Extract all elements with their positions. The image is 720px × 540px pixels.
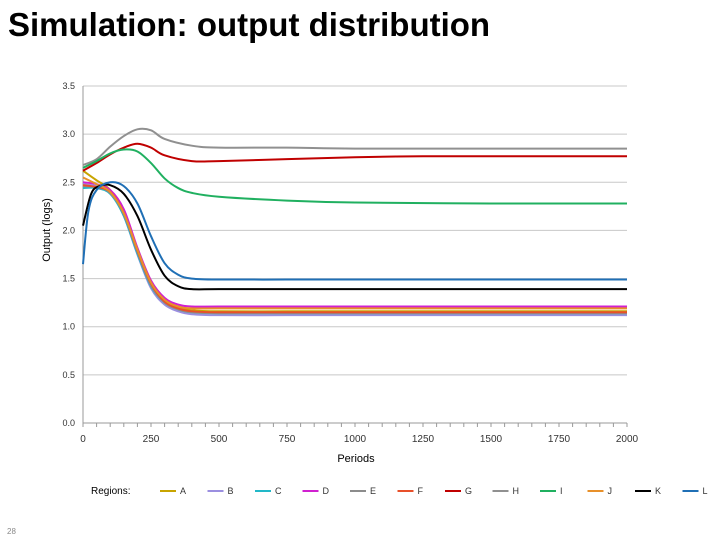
legend-label-b: B (228, 486, 234, 496)
y-tick-label: 0.5 (62, 370, 75, 380)
y-tick-label: 0.0 (62, 418, 75, 428)
x-tick-label: 0 (80, 434, 86, 445)
y-tick-label: 3.5 (62, 81, 75, 91)
x-tick-label: 250 (143, 434, 160, 445)
legend-label-h: H (513, 486, 520, 496)
x-axis-label: Periods (337, 453, 375, 465)
x-tick-label: 2000 (616, 434, 639, 445)
series-line-e (82, 185, 627, 315)
x-tick-label: 1500 (480, 434, 503, 445)
gridlines (83, 85, 627, 424)
series-line-l (82, 181, 627, 281)
series-lines (82, 127, 628, 317)
legend-label-e: E (370, 486, 376, 496)
legend-label-j: J (608, 486, 613, 496)
x-tick-label: 1750 (548, 434, 571, 445)
y-tick-label: 3.0 (62, 129, 75, 139)
slide-number: 28 (7, 527, 16, 536)
legend-label-k: K (655, 486, 661, 496)
legend-label-c: C (275, 486, 282, 496)
legend-label-f: F (418, 486, 424, 496)
legend-label-g: G (465, 486, 472, 496)
slide-title: Simulation: output distribution (8, 6, 491, 43)
legend-label-l: L (703, 486, 708, 496)
series-line-c (82, 186, 627, 315)
series-line-d (82, 181, 627, 308)
y-tick-label: 2.5 (62, 177, 75, 187)
series-line-a (82, 169, 627, 313)
y-tick-label: 1.5 (62, 274, 75, 284)
x-tick-label: 500 (211, 434, 228, 445)
x-tick-label: 1000 (344, 434, 367, 445)
axes: 0.0 0.5 1.0 1.5 2.0 2.5 3.0 3.5 0 250 500 750 1000 12… (62, 81, 638, 445)
series-line-i (82, 148, 628, 205)
legend-title: Regions: (91, 486, 130, 497)
series-line-k (82, 183, 627, 291)
x-tick-label: 1250 (412, 434, 435, 445)
legend: Regions: A B C D E F G H I J K L (91, 486, 708, 497)
y-tick-label: 1.0 (62, 322, 75, 332)
x-tick-label: 750 (279, 434, 296, 445)
y-tick-label: 2.0 (62, 225, 75, 235)
series-line-h (82, 127, 627, 166)
legend-label-d: D (323, 486, 330, 496)
y-axis-label: Output (logs) (41, 198, 53, 262)
legend-label-i: I (560, 486, 563, 496)
legend-label-a: A (180, 486, 186, 496)
series-line-j (82, 176, 627, 310)
